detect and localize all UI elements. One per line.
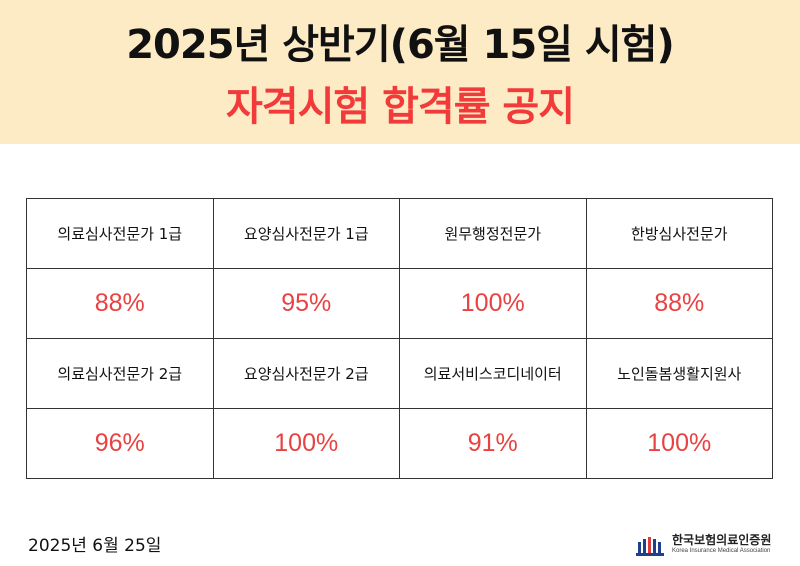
pass-rate: 88%	[26, 268, 214, 339]
org-logo-icon	[636, 537, 664, 556]
pass-rate-table: 의료심사전문가 1급 요양심사전문가 1급 원무행정전문가 한방심사전문가 88…	[26, 198, 773, 479]
pass-rate: 91%	[399, 408, 587, 479]
cert-name: 의료심사전문가 1급	[26, 198, 214, 269]
pass-rate: 100%	[212, 408, 400, 479]
cert-name: 원무행정전문가	[399, 198, 587, 269]
cert-name: 요양심사전문가 1급	[212, 198, 400, 269]
page-subtitle: 자격시험 합격률 공지	[225, 84, 575, 130]
page-title: 2025년 상반기(6월 15일 시험)	[126, 22, 675, 68]
cert-name: 요양심사전문가 2급	[212, 338, 400, 409]
title-banner: 2025년 상반기(6월 15일 시험) 자격시험 합격률 공지	[0, 0, 800, 144]
org-name: 한국보험의료인증원	[672, 533, 772, 547]
pass-rate: 96%	[26, 408, 214, 479]
cert-name: 의료서비스코디네이터	[399, 338, 587, 409]
pass-rate: 100%	[399, 268, 587, 339]
table-row: 의료심사전문가 1급 요양심사전문가 1급 원무행정전문가 한방심사전문가	[26, 198, 773, 269]
table-row: 의료심사전문가 2급 요양심사전문가 2급 의료서비스코디네이터 노인돌봄생활지…	[26, 338, 773, 409]
org-name-english: Korea Insurance Medical Association	[672, 548, 771, 554]
org-signature: 한국보험의료인증원 Korea Insurance Medical Associ…	[636, 531, 796, 559]
cert-name: 노인돌봄생활지원사	[585, 338, 773, 409]
table-row: 88% 95% 100% 88%	[26, 268, 773, 339]
pass-rate: 88%	[585, 268, 773, 339]
cert-name: 의료심사전문가 2급	[26, 338, 214, 409]
table-row: 96% 100% 91% 100%	[26, 408, 773, 479]
pass-rate: 100%	[585, 408, 773, 479]
notice-date: 2025년 6월 25일	[28, 536, 162, 556]
pass-rate: 95%	[212, 268, 400, 339]
cert-name: 한방심사전문가	[585, 198, 773, 269]
